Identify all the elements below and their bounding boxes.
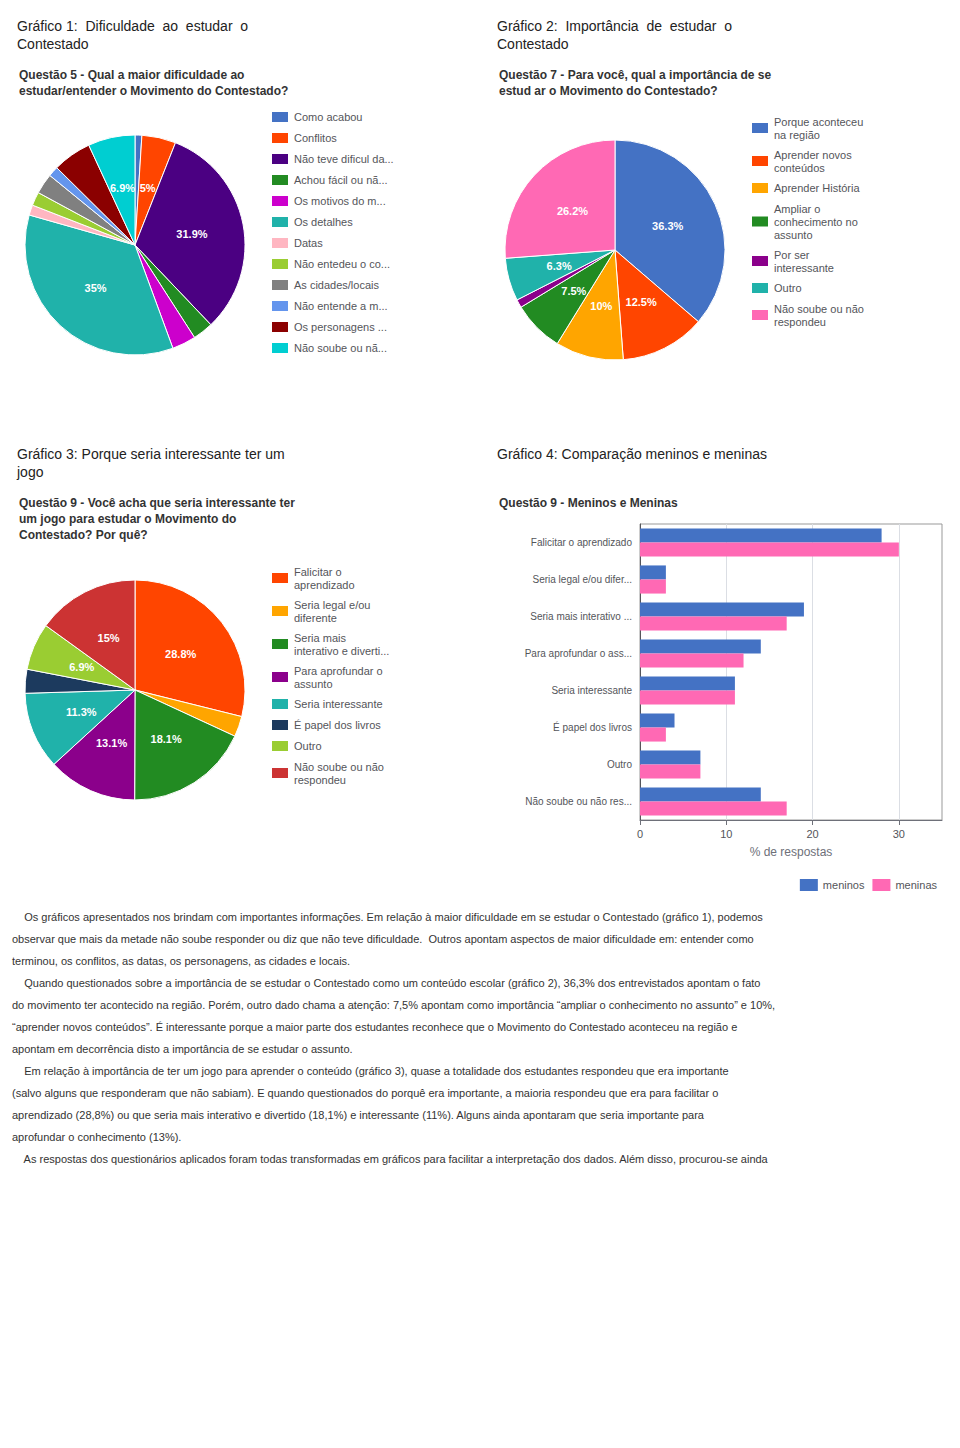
svg-text:Outro: Outro	[294, 740, 322, 752]
svg-text:Seria mais: Seria mais	[294, 632, 346, 644]
svg-text:6.3%: 6.3%	[547, 260, 572, 272]
svg-text:observar que mais da metade nã: observar que mais da metade não soube re…	[12, 933, 754, 945]
svg-text:Não soube ou não: Não soube ou não	[294, 761, 384, 773]
svg-text:respondeu: respondeu	[774, 316, 826, 328]
svg-text:na região: na região	[774, 129, 820, 141]
svg-text:Porque aconteceu: Porque aconteceu	[774, 116, 863, 128]
svg-text:Gráfico 3: Porque seria intere: Gráfico 3: Porque seria interessante ter…	[17, 446, 285, 462]
svg-text:meninos: meninos	[823, 879, 865, 891]
svg-text:Gráfico 4: Comparação meninos: Gráfico 4: Comparação meninos e meninas	[497, 446, 767, 462]
svg-text:Não soube ou não res...: Não soube ou não res...	[525, 796, 632, 807]
svg-text:Não entedeu o co...: Não entedeu o co...	[294, 258, 390, 270]
svg-text:conhecimento no: conhecimento no	[774, 216, 858, 228]
svg-text:Aprender novos: Aprender novos	[774, 149, 852, 161]
svg-text:30: 30	[893, 828, 905, 840]
svg-text:Outro: Outro	[774, 282, 802, 294]
svg-text:26.2%: 26.2%	[557, 205, 588, 217]
svg-text:6.9%: 6.9%	[69, 661, 94, 673]
svg-text:Questão 7 - Para você, qual a: Questão 7 - Para você, qual a importânci…	[499, 68, 771, 82]
svg-text:As respostas dos questionários: As respostas dos questionários aplicados…	[12, 1153, 769, 1165]
svg-text:assunto: assunto	[774, 229, 813, 241]
svg-text:interessante: interessante	[774, 262, 834, 274]
svg-text:Outro: Outro	[607, 759, 632, 770]
svg-text:18.1%: 18.1%	[151, 733, 182, 745]
svg-text:Falicitar o: Falicitar o	[294, 566, 342, 578]
svg-text:35%: 35%	[85, 282, 107, 294]
svg-text:diferente: diferente	[294, 612, 337, 624]
svg-text:Não soube ou não: Não soube ou não	[774, 303, 864, 315]
svg-text:Não teve dificul da...: Não teve dificul da...	[294, 153, 394, 165]
svg-text:Gráfico 2: Importância de e: Gráfico 2: Importância de estudar o	[497, 18, 732, 34]
svg-text:um jogo para estudar o Movimen: um jogo para estudar o Movimento do	[19, 512, 236, 526]
svg-text:aprendizado: aprendizado	[294, 579, 355, 591]
svg-text:Gráfico 1: Dificuldade ao e: Gráfico 1: Dificuldade ao estudar o	[17, 18, 248, 34]
svg-text:Ampliar o: Ampliar o	[774, 203, 820, 215]
svg-text:Em relação à importância de te: Em relação à importância de ter um jogo …	[12, 1065, 729, 1077]
svg-text:respondeu: respondeu	[294, 774, 346, 786]
svg-text:11.3%: 11.3%	[66, 706, 97, 718]
svg-text:“aprender novos conteúdos”. É: “aprender novos conteúdos”. É interessan…	[12, 1021, 737, 1033]
svg-text:10%: 10%	[590, 300, 612, 312]
svg-text:Não soube ou nã...: Não soube ou nã...	[294, 342, 387, 354]
svg-text:Os gráficos apresentados nos b: Os gráficos apresentados nos brindam com…	[12, 911, 763, 923]
svg-text:0: 0	[637, 828, 643, 840]
svg-text:10: 10	[720, 828, 732, 840]
svg-text:É papel dos livros: É papel dos livros	[553, 721, 632, 733]
svg-text:Conflitos: Conflitos	[294, 132, 337, 144]
svg-text:Os motivos do m...: Os motivos do m...	[294, 195, 386, 207]
svg-text:estudar/entender o Movimento d: estudar/entender o Movimento do Contesta…	[19, 84, 288, 98]
svg-text:Questão 9 - Meninos e Meninas: Questão 9 - Meninos e Meninas	[499, 496, 678, 510]
svg-text:Seria interessante: Seria interessante	[294, 698, 383, 710]
svg-text:jogo: jogo	[16, 464, 44, 480]
svg-text:15%: 15%	[98, 632, 120, 644]
svg-text:Quando questionados sobre a im: Quando questionados sobre a importância …	[12, 977, 760, 989]
svg-text:Contestado? Por quê?: Contestado? Por quê?	[19, 528, 148, 542]
svg-text:assunto: assunto	[294, 678, 333, 690]
svg-text:É papel dos livros: É papel dos livros	[294, 719, 381, 731]
svg-text:apontam em decorrência disto a: apontam em decorrência disto a importânc…	[12, 1043, 353, 1055]
svg-text:Achou fácil ou nã...: Achou fácil ou nã...	[294, 174, 388, 186]
svg-text:Contestado: Contestado	[17, 36, 89, 52]
svg-text:7.5%: 7.5%	[561, 285, 586, 297]
svg-text:aprofundar o conhecimento (13%: aprofundar o conhecimento (13%).	[12, 1131, 181, 1143]
svg-text:13.1%: 13.1%	[96, 737, 127, 749]
svg-text:Seria interessante: Seria interessante	[551, 685, 632, 696]
svg-text:Datas: Datas	[294, 237, 323, 249]
svg-text:Para aprofundar o: Para aprofundar o	[294, 665, 383, 677]
svg-text:31.9%: 31.9%	[176, 228, 207, 240]
svg-text:% de respostas: % de respostas	[750, 845, 833, 859]
svg-text:As cidades/locais: As cidades/locais	[294, 279, 379, 291]
svg-text:Seria legal e/ou: Seria legal e/ou	[294, 599, 370, 611]
svg-text:Não entende a m...: Não entende a m...	[294, 300, 388, 312]
svg-text:6.9%: 6.9%	[110, 182, 135, 194]
svg-text:Como acabou: Como acabou	[294, 111, 363, 123]
svg-text:Por ser: Por ser	[774, 249, 810, 261]
svg-text:estud ar o Movimento do Contes: estud ar o Movimento do Contestado?	[499, 84, 718, 98]
svg-text:Falicitar o aprendizado: Falicitar o aprendizado	[531, 537, 633, 548]
svg-text:12.5%: 12.5%	[626, 296, 657, 308]
svg-text:Seria mais interativo ...: Seria mais interativo ...	[530, 611, 632, 622]
svg-text:Questão 9 - Você acha que seri: Questão 9 - Você acha que seria interess…	[19, 496, 295, 510]
svg-text:(salvo alguns que responderam: (salvo alguns que responderam que não sa…	[12, 1087, 718, 1099]
svg-text:Os personagens ...: Os personagens ...	[294, 321, 387, 333]
svg-text:interativo e diverti...: interativo e diverti...	[294, 645, 389, 657]
svg-text:conteúdos: conteúdos	[774, 162, 825, 174]
svg-text:Para aprofundar o ass...: Para aprofundar o ass...	[525, 648, 632, 659]
svg-text:20: 20	[806, 828, 818, 840]
svg-text:meninas: meninas	[895, 879, 937, 891]
svg-text:Aprender História: Aprender História	[774, 182, 860, 194]
svg-text:Os detalhes: Os detalhes	[294, 216, 353, 228]
svg-text:aprendizado (28,8%) ou que ser: aprendizado (28,8%) ou que seria mais in…	[12, 1109, 705, 1121]
svg-text:Questão 5 - Qual a maior dific: Questão 5 - Qual a maior dificuldade ao	[19, 68, 244, 82]
svg-text:5%: 5%	[140, 182, 156, 194]
svg-text:do movimento ter acontecido na: do movimento ter acontecido na região. P…	[12, 999, 775, 1011]
svg-text:36.3%: 36.3%	[652, 220, 683, 232]
svg-text:Seria legal e/ou difer...: Seria legal e/ou difer...	[532, 574, 632, 585]
svg-text:terminou, os conflitos, as dat: terminou, os conflitos, as datas, os per…	[12, 955, 350, 967]
svg-text:Contestado: Contestado	[497, 36, 569, 52]
svg-text:28.8%: 28.8%	[165, 648, 196, 660]
